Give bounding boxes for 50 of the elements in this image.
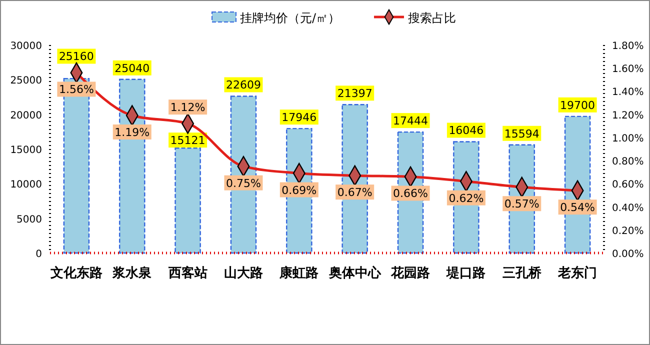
y2-tick-label: 1.60% bbox=[612, 64, 644, 76]
x-tick-label: 花园路 bbox=[390, 266, 430, 281]
y-tick-label: 10000 bbox=[10, 180, 42, 191]
data-label: 21397 bbox=[337, 87, 372, 100]
y2-tick-label: 1.40% bbox=[612, 87, 644, 98]
legend-label: 搜索占比 bbox=[408, 11, 456, 25]
x-tick-label: 奥体中心 bbox=[328, 265, 382, 281]
y2-tick-label: 1.00% bbox=[612, 133, 644, 144]
data-label: 17444 bbox=[393, 114, 428, 128]
y2-tick-label: 1.80% bbox=[612, 41, 644, 52]
data-label: 1.56% bbox=[58, 83, 94, 96]
y2-tick-label: 1.20% bbox=[612, 110, 644, 122]
legend-label: 挂牌均价（元/㎡） bbox=[240, 11, 340, 25]
y-tick-label: 15000 bbox=[10, 145, 42, 156]
data-label: 25160 bbox=[58, 50, 94, 64]
x-tick-label: 康虹路 bbox=[278, 265, 319, 281]
x-tick-label: 浆水泉 bbox=[112, 266, 152, 281]
data-label: 19700 bbox=[560, 98, 596, 112]
y-tick-label: 0 bbox=[36, 249, 42, 260]
data-label: 25040 bbox=[114, 62, 150, 75]
data-label: 0.69% bbox=[282, 184, 317, 197]
data-label: 15121 bbox=[170, 134, 206, 148]
data-label: 0.67% bbox=[337, 186, 372, 200]
data-label: 0.57% bbox=[504, 198, 540, 211]
bar bbox=[174, 148, 201, 254]
data-label: 22609 bbox=[226, 78, 261, 92]
y2-tick-label: 0.00% bbox=[612, 249, 644, 260]
x-tick-label: 山大路 bbox=[224, 266, 263, 281]
data-label: 0.75% bbox=[226, 176, 261, 190]
y-tick-label: 25000 bbox=[10, 76, 42, 87]
y2-tick-label: 0.40% bbox=[612, 202, 644, 214]
data-label: 0.54% bbox=[560, 201, 596, 214]
y2-tick-label: 0.60% bbox=[612, 180, 644, 191]
data-label: 16046 bbox=[448, 124, 484, 138]
y-tick-label: 20000 bbox=[10, 110, 42, 122]
x-tick-label: 老东门 bbox=[557, 265, 598, 281]
x-tick-label: 文化东路 bbox=[49, 265, 102, 281]
data-label: 17946 bbox=[282, 111, 317, 124]
data-label: 15594 bbox=[504, 127, 540, 140]
x-tick-label: 三孔桥 bbox=[502, 266, 542, 281]
data-label: 0.62% bbox=[448, 192, 484, 205]
y-tick-label: 5000 bbox=[16, 214, 42, 226]
data-label: 1.12% bbox=[170, 101, 206, 114]
data-label: 0.66% bbox=[393, 187, 428, 200]
y2-tick-label: 0.80% bbox=[612, 156, 644, 168]
y2-tick-label: 0.20% bbox=[612, 226, 644, 237]
x-tick-label: 西客站 bbox=[167, 265, 208, 281]
x-tick-label: 堤口路 bbox=[446, 266, 486, 281]
data-label: 1.19% bbox=[114, 126, 150, 139]
y-tick-label: 30000 bbox=[10, 41, 42, 52]
